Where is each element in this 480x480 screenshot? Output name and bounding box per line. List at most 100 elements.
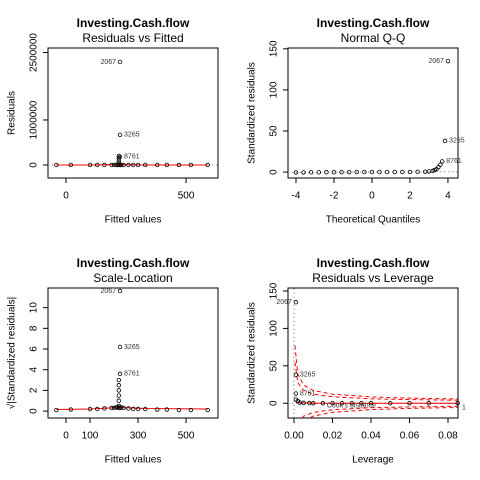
x-tick-label: 0.08: [438, 431, 458, 442]
x-tick-label: 100: [82, 431, 99, 442]
x-tick-label: 0: [63, 191, 69, 202]
point: [54, 407, 59, 413]
y-tick-label: 1000000: [29, 100, 40, 139]
x-axis-label: Fitted values: [105, 215, 162, 226]
point-label: 3265: [300, 372, 316, 379]
point: [126, 162, 131, 168]
x-tick-label: -4: [292, 191, 301, 202]
point: [301, 400, 306, 406]
point: [68, 162, 74, 168]
y-tick-label: 6: [29, 346, 40, 352]
y-tick-label: 10: [29, 302, 40, 314]
point: [164, 162, 170, 168]
point: [330, 400, 335, 406]
y-axis-label: Standardized residuals: [247, 302, 258, 404]
y-tick-label: 2500000: [29, 33, 40, 72]
point: [116, 388, 122, 393]
cooks-distance-line: [294, 345, 458, 400]
point: [442, 138, 448, 144]
point: [164, 407, 170, 412]
x-tick-label: 2: [407, 191, 413, 202]
y-axis-label: Standardized residuals: [247, 62, 258, 164]
point: [116, 398, 122, 403]
y-tick-label: 50: [269, 360, 280, 372]
point-label: 8761: [446, 158, 462, 165]
point-label: Cook's distance: [327, 402, 376, 409]
point: [188, 407, 194, 413]
panel-title: Investing.Cash.flow: [317, 16, 430, 30]
y-tick-label: 50: [269, 125, 280, 137]
point: [438, 162, 443, 167]
panel-title: Investing.Cash.flow: [77, 256, 190, 270]
point: [95, 162, 100, 168]
point: [117, 154, 123, 160]
point: [369, 169, 375, 175]
panel-subtitle: Residuals vs Fitted: [82, 31, 183, 45]
point: [415, 169, 420, 175]
point: [116, 403, 122, 409]
point: [339, 169, 344, 175]
x-tick-label: 500: [178, 191, 195, 202]
x-tick-label: 4: [445, 191, 451, 202]
point: [117, 344, 123, 350]
point: [135, 162, 141, 168]
point: [87, 406, 93, 412]
point-label: 8761: [300, 390, 316, 397]
point: [121, 405, 126, 411]
point: [155, 407, 160, 412]
point: [116, 393, 122, 398]
point: [68, 407, 74, 412]
plot-box: [287, 47, 459, 179]
point: [126, 406, 131, 411]
x-tick-label: 0: [369, 191, 375, 202]
point: [109, 162, 114, 168]
y-tick-label: 150: [269, 40, 280, 57]
point: [445, 58, 451, 64]
x-tick-label: 500: [178, 431, 195, 442]
point: [131, 162, 136, 168]
point: [95, 406, 100, 412]
point: [143, 406, 148, 412]
smooth-line: [295, 402, 458, 404]
y-tick-label: 100: [269, 81, 280, 98]
y-tick-label: 0: [29, 162, 40, 168]
point: [117, 371, 123, 377]
y-tick-label: 2: [29, 387, 40, 393]
plot-box: [287, 287, 459, 419]
plot-area: [288, 171, 458, 173]
x-tick-label: 300: [130, 431, 147, 442]
point: [440, 159, 445, 164]
x-axis-label: Leverage: [352, 455, 394, 466]
point: [301, 170, 306, 175]
plot-box: [47, 287, 219, 419]
point: [205, 162, 210, 168]
point: [407, 400, 412, 406]
point: [388, 401, 393, 406]
y-tick-label: 0: [269, 169, 280, 175]
point-label: 2067: [276, 299, 292, 306]
point: [117, 59, 123, 65]
point: [426, 401, 431, 406]
smooth-line: [56, 163, 208, 166]
point: [368, 400, 374, 406]
point-label: 3265: [124, 132, 140, 139]
point: [407, 169, 413, 175]
point-label: 3265: [124, 344, 140, 351]
point: [116, 383, 122, 388]
y-tick-label: 0: [269, 400, 280, 406]
point: [362, 169, 367, 175]
panel-subtitle: Scale-Location: [93, 271, 172, 285]
point: [119, 162, 124, 168]
point: [117, 132, 123, 138]
point: [54, 162, 59, 168]
point: [316, 170, 321, 175]
x-tick-label: 0: [63, 431, 69, 442]
point: [188, 162, 194, 168]
y-axis-label: Residuals: [7, 91, 18, 135]
point: [359, 401, 364, 406]
point-label: 8761: [124, 371, 140, 378]
x-axis-label: Fitted values: [105, 455, 162, 466]
reference-line: [288, 171, 458, 173]
y-tick-label: 150: [269, 282, 280, 299]
point-label: 2067: [100, 288, 116, 295]
